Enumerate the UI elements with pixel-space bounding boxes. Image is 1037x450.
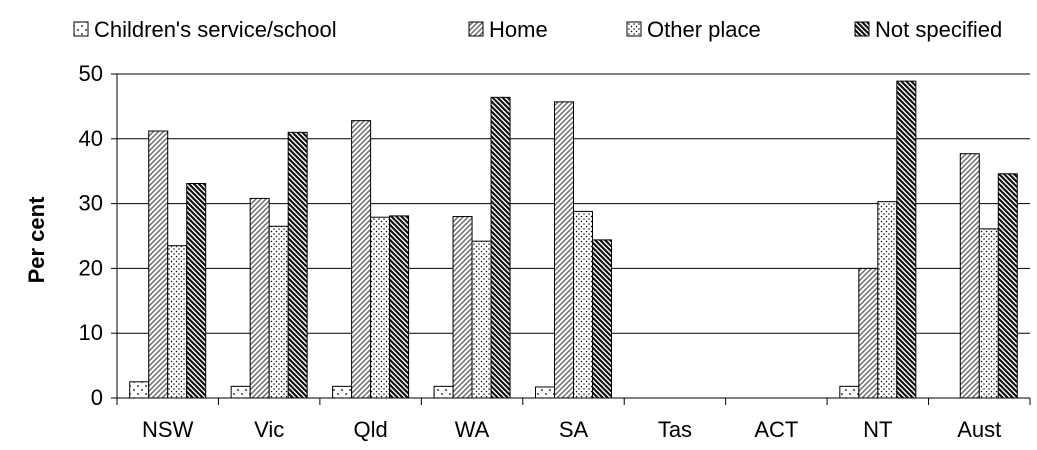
bar bbox=[997, 173, 1018, 399]
bar bbox=[230, 385, 251, 399]
bar bbox=[452, 216, 473, 399]
legend-item: Home bbox=[468, 17, 548, 42]
bar bbox=[148, 130, 169, 399]
bar bbox=[535, 386, 555, 399]
y-tick-label: 0 bbox=[91, 385, 103, 410]
bar bbox=[471, 240, 492, 399]
x-tick-label: Qld bbox=[353, 417, 387, 442]
bar bbox=[186, 183, 207, 399]
x-tick-label: WA bbox=[455, 417, 490, 442]
legend-swatch bbox=[468, 21, 484, 37]
bar bbox=[490, 96, 511, 399]
bar bbox=[858, 267, 879, 399]
legend-label: Not specified bbox=[875, 17, 1002, 42]
x-tick-label: SA bbox=[559, 417, 589, 442]
bar bbox=[249, 197, 270, 399]
legend: Children's service/school Home Other place… bbox=[73, 17, 1002, 42]
bar bbox=[129, 381, 150, 399]
tick-labels: 0 10 20 30 40 50 NSW Vic Qld WA SA Tas ACT NT Aust bbox=[79, 61, 1002, 442]
bar bbox=[351, 120, 372, 399]
x-tick-label: ACT bbox=[754, 417, 798, 442]
bar bbox=[370, 216, 391, 399]
y-tick-label: 40 bbox=[79, 126, 103, 151]
bar bbox=[554, 101, 574, 399]
x-tick-label: NT bbox=[863, 417, 892, 442]
bar bbox=[573, 210, 593, 399]
bar bbox=[896, 80, 917, 399]
legend-swatch bbox=[73, 21, 89, 37]
bar bbox=[877, 201, 898, 399]
legend-item: Other place bbox=[626, 17, 761, 42]
bars bbox=[129, 80, 1018, 399]
bar bbox=[433, 385, 454, 399]
axes bbox=[111, 73, 1031, 405]
x-tick-label: Vic bbox=[254, 417, 284, 442]
bar bbox=[389, 215, 410, 399]
bar bbox=[167, 245, 188, 399]
y-tick-label: 50 bbox=[79, 61, 103, 86]
legend-item: Not specified bbox=[854, 17, 1002, 42]
bar bbox=[959, 153, 980, 399]
legend-label: Children's service/school bbox=[94, 17, 337, 42]
legend-swatch bbox=[626, 21, 642, 37]
x-tick-label: Aust bbox=[957, 417, 1001, 442]
y-tick-label: 10 bbox=[79, 320, 103, 345]
bar bbox=[592, 239, 612, 399]
x-tick-label: NSW bbox=[142, 417, 194, 442]
bar bbox=[287, 131, 308, 399]
y-tick-label: 20 bbox=[79, 255, 103, 280]
legend-label: Home bbox=[489, 17, 548, 42]
y-tick-label: 30 bbox=[79, 191, 103, 216]
bar bbox=[332, 385, 353, 399]
bar bbox=[839, 385, 860, 399]
bar bbox=[978, 228, 999, 399]
y-axis-title: Per cent bbox=[24, 196, 49, 283]
legend-swatch bbox=[854, 21, 870, 37]
bar bbox=[268, 225, 289, 399]
x-tick-label: Tas bbox=[658, 417, 692, 442]
legend-item: Children's service/school bbox=[73, 17, 337, 42]
legend-label: Other place bbox=[647, 17, 761, 42]
